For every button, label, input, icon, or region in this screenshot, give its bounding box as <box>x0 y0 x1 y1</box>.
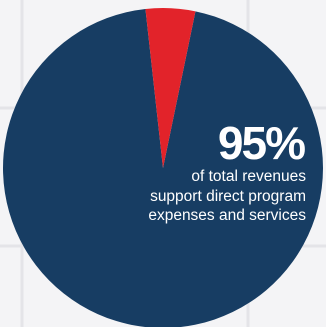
callout: 95% of total revenues support direct pro… <box>148 117 310 225</box>
callout-line-3: expenses and services <box>148 207 306 225</box>
pie-slice-primary <box>3 8 323 327</box>
callout-line-2: support direct program <box>150 187 306 205</box>
percent-label: 95% <box>217 117 306 169</box>
pie-slice-accent <box>145 7 196 168</box>
callout-line-1: of total revenues <box>191 168 306 185</box>
